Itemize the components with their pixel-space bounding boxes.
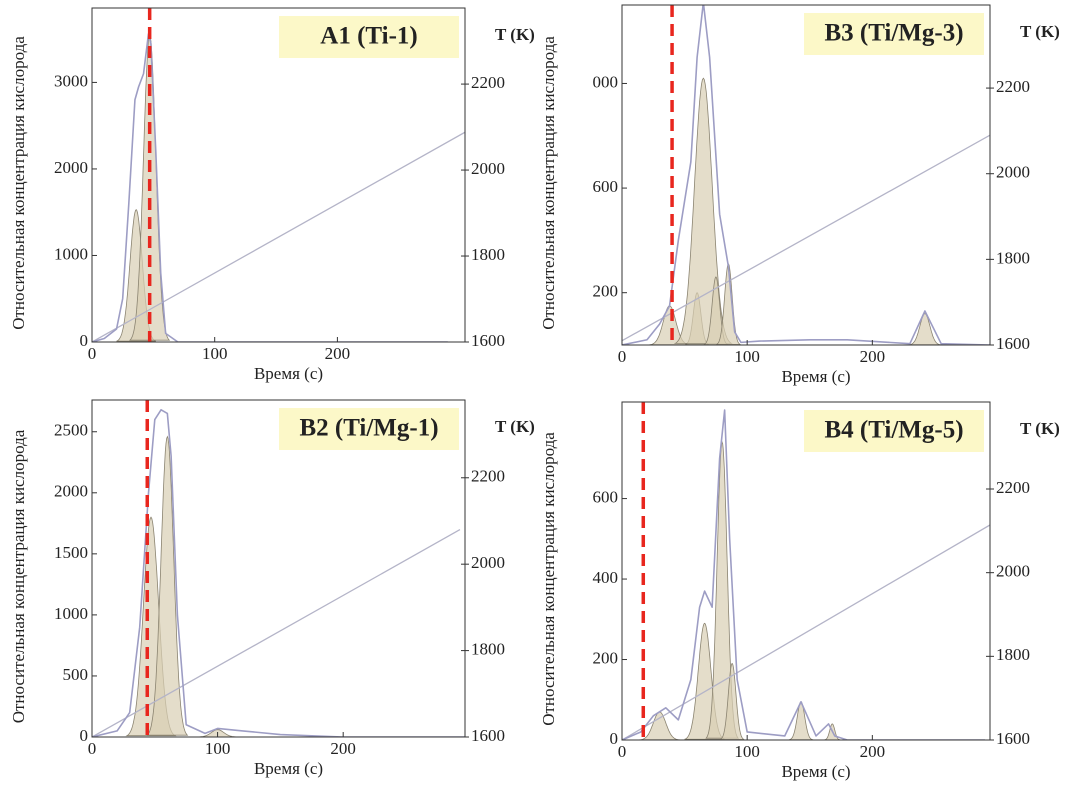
y2-axis-label: T (K) (495, 25, 535, 44)
y-tick-label: 400 (593, 568, 619, 587)
y2-tick-label: 2000 (996, 163, 1030, 182)
y-axis-label: Относительная концентрация кислорода (539, 432, 558, 726)
title-box (279, 408, 459, 450)
y-tick-label: 2000 (54, 158, 88, 177)
y2-tick-label: 2000 (996, 562, 1030, 581)
panel: 0 100 200 200 600 000 1600 1800 2000 2200 Время (с… (539, 4, 1060, 386)
y2-tick-label: 1800 (996, 248, 1030, 267)
x-axis-label: Время (с) (781, 762, 850, 781)
y-tick-label: 0 (610, 729, 619, 748)
y-tick-label: 200 (593, 282, 619, 301)
temperature-line (92, 529, 461, 737)
plot-area (92, 8, 465, 342)
y-tick-label: 2000 (54, 482, 88, 501)
x-tick-label: 200 (325, 344, 351, 363)
y2-tick-label: 1600 (996, 334, 1030, 353)
y-tick-label: 500 (63, 665, 89, 684)
y2-tick-label: 1600 (471, 726, 505, 745)
x-tick-label: 100 (734, 742, 760, 761)
y2-tick-label: 2200 (996, 478, 1030, 497)
y2-tick-label: 2200 (471, 73, 505, 92)
y2-tick-label: 1600 (471, 331, 505, 350)
panel: 0 100 20001000200030001600180020002200Врем… (9, 7, 535, 383)
y-tick-label: 1000 (54, 604, 88, 623)
y-tick-label: 200 (593, 648, 619, 667)
y2-tick-label: 2200 (471, 467, 505, 486)
y-tick-label: 600 (593, 177, 619, 196)
x-axis-label: Время (с) (254, 759, 323, 778)
x-tick-label: 0 (88, 344, 97, 363)
y-tick-label: 1500 (54, 543, 88, 562)
x-tick-label: 200 (860, 347, 886, 366)
x-axis-label: Время (с) (781, 367, 850, 386)
y2-tick-label: 2000 (471, 159, 505, 178)
y-tick-label: 1000 (54, 244, 88, 263)
x-tick-label: 100 (202, 344, 228, 363)
panel-title: A1 (Ti-1) (320, 23, 417, 50)
y2-tick-label: 1800 (996, 645, 1030, 664)
y2-axis-label: T (K) (495, 417, 535, 436)
plot-frame (91, 399, 466, 738)
x-tick-label: 200 (330, 739, 356, 758)
panel-title: B2 (Ti/Mg-1) (299, 415, 438, 442)
x-tick-label: 0 (88, 739, 97, 758)
y-axis-label: Относительная концентрация кислорода (539, 36, 558, 330)
y2-axis-label: T (K) (1020, 22, 1060, 41)
temperature-line (92, 131, 465, 342)
title-box (279, 16, 459, 58)
x-tick-label: 100 (734, 347, 760, 366)
panel: 0 100 200050010001500200025001600180020002… (9, 399, 535, 778)
x-axis-label: Время (с) (254, 364, 323, 383)
plot-area (622, 5, 990, 345)
y2-axis-label: T (K) (1020, 419, 1060, 438)
y-tick-label: 2500 (54, 421, 88, 440)
y2-tick-label: 1800 (471, 245, 505, 264)
title-box (804, 13, 984, 55)
plot-frame (621, 4, 991, 346)
y-tick-label: 600 (593, 487, 619, 506)
y2-tick-label: 1600 (996, 729, 1030, 748)
plot-frame (91, 7, 466, 343)
y-tick-label: 3000 (54, 71, 88, 90)
y-tick-label: 000 (593, 72, 619, 91)
y-axis-label: Относительная концентрация кислорода (9, 429, 28, 723)
component-peak (908, 313, 941, 345)
y2-tick-label: 2000 (471, 553, 505, 572)
envelope-line (92, 408, 465, 737)
component-peak (720, 662, 745, 740)
panel-title: B4 (Ti/Mg-5) (824, 417, 963, 444)
panel-title: B3 (Ti/Mg-3) (824, 20, 963, 47)
x-tick-label: 0 (618, 742, 627, 761)
y-tick-label: 0 (80, 726, 89, 745)
y-axis-label: Относительная концентрация кислорода (9, 36, 28, 330)
plot-area (92, 400, 465, 737)
plot-frame (621, 401, 991, 741)
temperature-line (622, 524, 990, 740)
plot-area (622, 402, 990, 740)
x-tick-label: 200 (860, 742, 886, 761)
title-box (804, 410, 984, 452)
component-peak (146, 435, 189, 736)
temperature-line (622, 134, 990, 342)
y2-tick-label: 2200 (996, 77, 1030, 96)
x-tick-label: 100 (205, 739, 231, 758)
y-tick-label: 0 (80, 331, 89, 350)
y2-tick-label: 1800 (471, 639, 505, 658)
envelope-line (622, 409, 985, 740)
x-tick-label: 0 (618, 347, 627, 366)
